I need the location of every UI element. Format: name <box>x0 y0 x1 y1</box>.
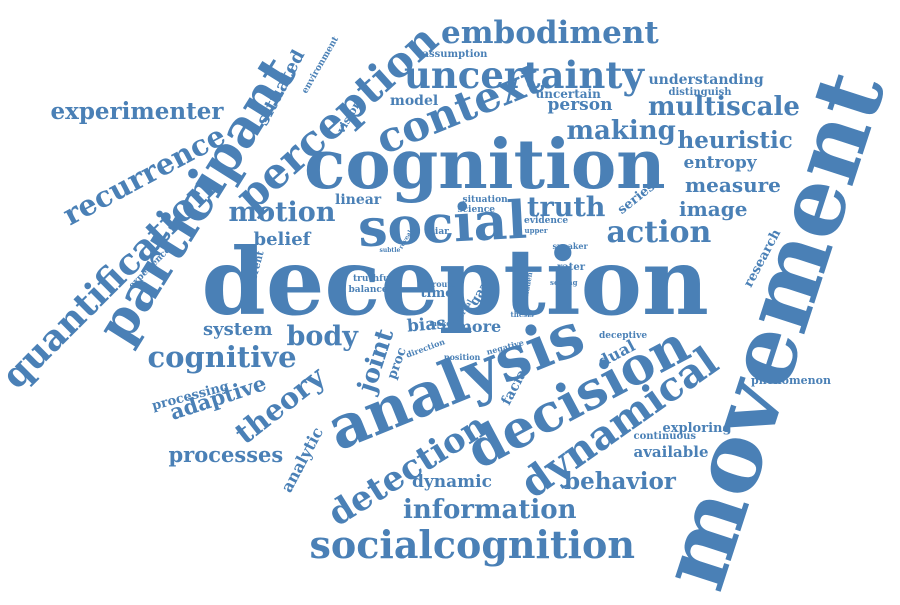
word: understanding <box>648 72 764 88</box>
word: thesis <box>510 309 534 319</box>
word: time <box>420 285 454 301</box>
word: evidence <box>524 215 569 226</box>
word: dynamic <box>412 471 492 492</box>
word: system <box>203 319 273 340</box>
word: truth <box>527 191 606 223</box>
word: embodiment <box>441 14 659 51</box>
word: speaker <box>552 241 588 251</box>
word: making <box>566 116 676 146</box>
word: route <box>432 279 457 289</box>
word: multiscale <box>648 92 800 122</box>
word: socialcognition <box>309 522 635 567</box>
word: model <box>390 93 439 109</box>
word: rater <box>557 262 585 273</box>
word: information <box>403 495 577 525</box>
word: processes <box>168 441 284 467</box>
word: motion <box>228 196 336 228</box>
word: maker <box>429 318 455 328</box>
word: available <box>633 442 709 461</box>
word: uncertain <box>535 87 601 101</box>
word: more <box>455 317 502 336</box>
word: subtle <box>379 247 401 254</box>
word: entropy <box>683 152 757 173</box>
word: linear <box>335 192 382 208</box>
word: deceptive <box>599 330 648 341</box>
word: uncertainty <box>404 52 644 97</box>
word: experimenter <box>50 97 224 125</box>
word: cognitive <box>147 339 297 374</box>
word: situation <box>462 194 508 205</box>
word: phenomenon <box>751 373 831 387</box>
word: behavior <box>564 467 676 495</box>
word: science <box>457 204 495 215</box>
word: analytic <box>276 423 327 496</box>
word: continuous <box>633 431 697 442</box>
word: balance <box>348 284 388 295</box>
word: body <box>286 320 358 352</box>
word: heuristic <box>677 126 793 154</box>
word: image <box>679 197 748 221</box>
word: assumption <box>422 49 488 60</box>
word: distinguish <box>668 87 732 98</box>
word: position <box>444 352 481 362</box>
word: deception <box>201 228 709 336</box>
word: liar <box>431 226 449 237</box>
word: setting <box>550 277 578 287</box>
word: action <box>606 215 712 250</box>
word: cognition <box>304 125 666 205</box>
word: measure <box>685 173 781 197</box>
word: person <box>547 94 613 115</box>
word: truthful <box>353 273 393 284</box>
word: upper <box>524 225 548 235</box>
word: belief <box>253 229 311 250</box>
word: exploring <box>662 420 732 436</box>
